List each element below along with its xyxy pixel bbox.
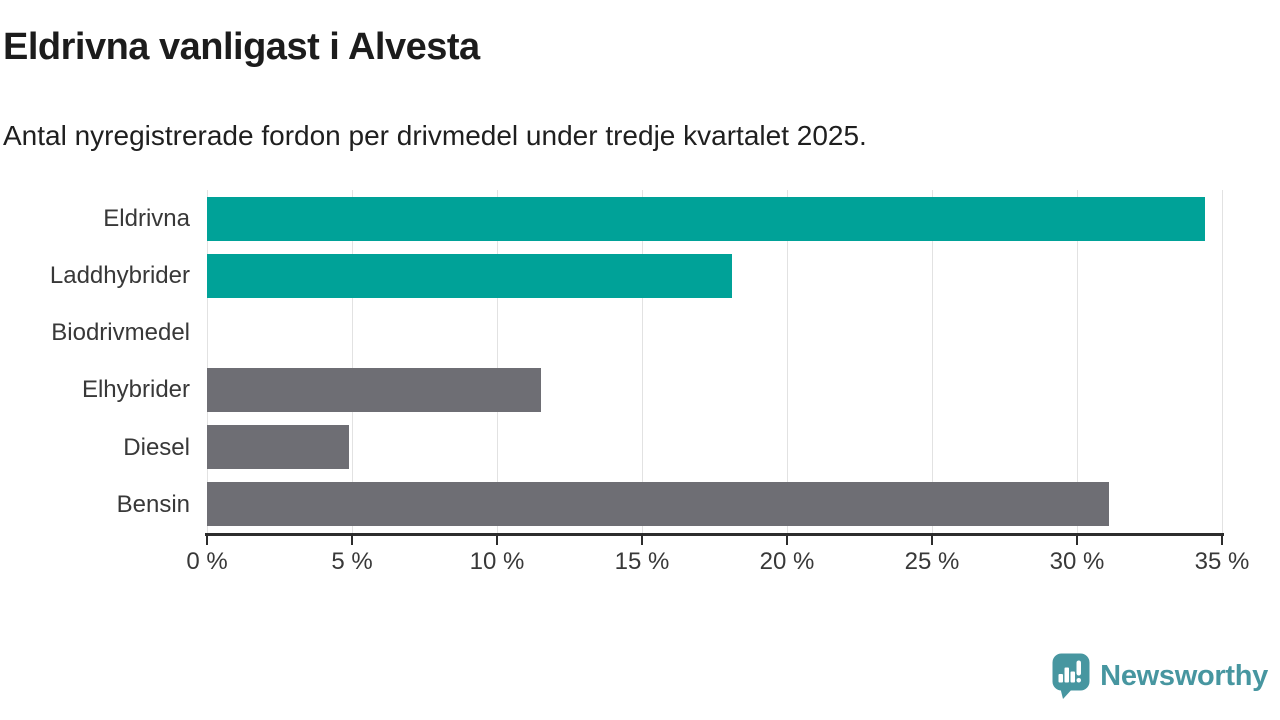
bar-row bbox=[207, 304, 1222, 361]
chart-subtitle: Antal nyregistrerade fordon per drivmede… bbox=[3, 120, 867, 151]
x-tick-label-5: 5 % bbox=[331, 548, 373, 575]
x-tick-20 bbox=[786, 536, 788, 545]
x-tick-5 bbox=[351, 536, 353, 545]
newsworthy-logo: Newsworthy bbox=[1051, 651, 1268, 701]
x-tick-label-10: 10 % bbox=[469, 548, 525, 575]
bar-row bbox=[207, 362, 1222, 419]
bar-laddhybrider bbox=[207, 253, 732, 298]
bar-row bbox=[207, 190, 1222, 247]
newsworthy-wordmark: Newsworthy bbox=[1100, 659, 1268, 692]
x-tick-label-0: 0 % bbox=[186, 548, 228, 575]
category-label-eldrivna: Eldrivna bbox=[103, 205, 190, 232]
x-axis-line bbox=[205, 533, 1224, 536]
bar-eldrivna bbox=[207, 196, 1205, 241]
category-label-biodrivmedel: Biodrivmedel bbox=[51, 319, 190, 347]
page-title: Eldrivna vanligast i Alvesta bbox=[3, 26, 480, 68]
bar-row bbox=[207, 419, 1222, 476]
x-tick-25 bbox=[931, 536, 933, 545]
bar-row bbox=[207, 247, 1222, 304]
x-tick-35 bbox=[1221, 536, 1223, 545]
x-tick-0 bbox=[206, 536, 208, 545]
x-tick-10 bbox=[496, 536, 498, 545]
gridline-35 bbox=[1222, 190, 1223, 533]
x-tick-label-20: 20 % bbox=[759, 548, 815, 575]
gridline-15 bbox=[642, 190, 643, 533]
category-axis-labels: Eldrivna Laddhybrider Biodrivmedel Elhybrid… bbox=[0, 190, 190, 533]
category-label-laddhybrider: Laddhybrider bbox=[49, 262, 190, 290]
gridline-0 bbox=[207, 190, 208, 533]
bar-elhybrider bbox=[207, 368, 541, 413]
bar-diesel bbox=[207, 425, 350, 470]
gridline-20 bbox=[787, 190, 788, 533]
x-tick-15 bbox=[641, 536, 643, 545]
x-axis-tick-labels: 0 % 5 % 10 % 15 % 20 % 25 % 30 % 35 % bbox=[186, 548, 1249, 578]
gridline-30 bbox=[1077, 190, 1078, 533]
category-label-elhybrider: Elhybrider bbox=[81, 376, 190, 404]
x-tick-label-30: 30 % bbox=[1049, 548, 1105, 575]
bar-chart-plot-area bbox=[207, 190, 1223, 533]
x-tick-label-35: 35 % bbox=[1194, 548, 1250, 575]
bar-bensin bbox=[207, 482, 1109, 527]
category-label-diesel: Diesel bbox=[123, 433, 190, 461]
gridline-25 bbox=[932, 190, 933, 533]
bar-row bbox=[207, 476, 1222, 533]
newsworthy-icon bbox=[1052, 653, 1090, 699]
x-tick-label-15: 15 % bbox=[614, 548, 670, 575]
category-label-bensin: Bensin bbox=[116, 490, 190, 518]
gridline-10 bbox=[497, 190, 498, 533]
gridline-5 bbox=[352, 190, 353, 533]
x-tick-label-25: 25 % bbox=[904, 548, 960, 575]
x-tick-30 bbox=[1076, 536, 1078, 545]
